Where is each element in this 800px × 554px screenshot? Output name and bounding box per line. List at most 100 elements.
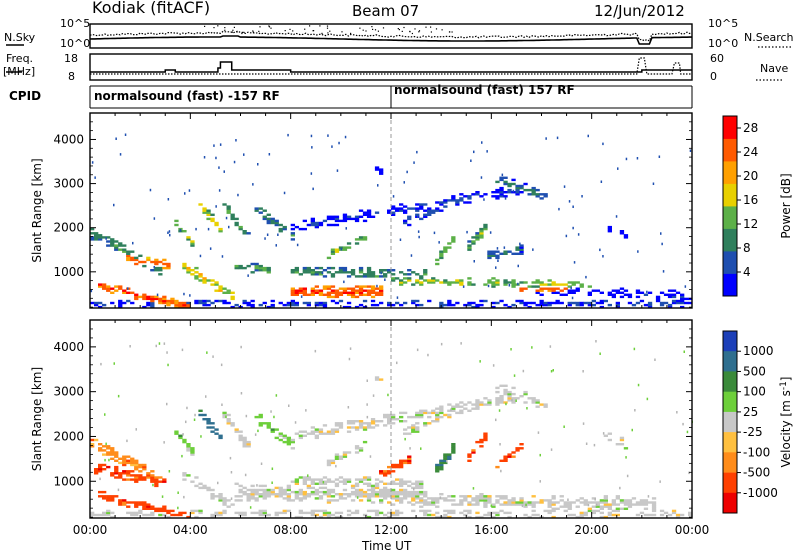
data-cell	[254, 497, 259, 500]
data-cell	[226, 209, 231, 212]
data-cell	[318, 486, 324, 490]
data-cell	[342, 289, 348, 292]
data-cell	[599, 291, 604, 294]
data-cell	[342, 451, 348, 454]
data-cell	[575, 303, 580, 307]
data-cell	[507, 182, 512, 186]
data-cell	[575, 281, 580, 284]
data-cell	[527, 188, 532, 192]
data-cell	[306, 301, 311, 305]
data-cell	[194, 509, 199, 513]
data-cell	[306, 303, 311, 307]
data-cell	[230, 217, 235, 221]
data-cell	[294, 497, 299, 500]
data-cell	[455, 405, 460, 408]
data-cell	[150, 269, 155, 272]
scatter-point	[215, 156, 217, 160]
scatter-point	[539, 453, 541, 457]
data-cell	[150, 305, 155, 309]
data-cell	[399, 484, 404, 488]
data-cell	[126, 252, 131, 255]
scatter-point	[406, 170, 408, 174]
data-cell	[467, 401, 472, 404]
data-cell	[318, 428, 324, 431]
data-cell	[322, 301, 328, 305]
cpid-segment-1: normalsound (fast) -157 RF	[94, 89, 280, 103]
data-cell	[647, 301, 653, 305]
data-cell	[314, 289, 319, 292]
data-cell	[306, 223, 311, 227]
data-cell	[595, 509, 600, 513]
data-cell	[471, 193, 476, 196]
data-cell	[130, 301, 135, 305]
data-cell	[118, 242, 123, 245]
data-cell	[455, 411, 460, 415]
data-cell	[531, 397, 536, 400]
data-cell	[334, 457, 340, 460]
data-cell	[154, 480, 159, 483]
data-cell	[427, 299, 432, 303]
data-cell	[491, 191, 496, 194]
data-cell	[294, 291, 299, 294]
data-cell	[366, 293, 372, 296]
data-cell	[467, 283, 472, 286]
data-cell	[302, 480, 307, 483]
data-cell	[126, 254, 131, 257]
data-cell	[214, 223, 219, 227]
data-cell	[342, 488, 348, 492]
data-cell	[358, 478, 364, 481]
data-cell	[122, 470, 127, 473]
data-cell	[459, 197, 464, 200]
data-cell	[318, 515, 324, 519]
data-cell	[607, 503, 612, 506]
data-cell	[447, 415, 452, 419]
data-cell	[298, 289, 303, 292]
data-cell	[539, 499, 544, 502]
data-cell	[118, 285, 123, 288]
data-cell	[242, 443, 247, 446]
data-cell	[383, 470, 388, 473]
data-cell	[214, 289, 219, 292]
scatter-point	[396, 296, 399, 299]
data-cell	[399, 499, 404, 502]
data-cell	[270, 217, 275, 221]
data-cell	[238, 511, 243, 515]
scatter-point	[366, 403, 368, 406]
data-cell	[495, 281, 500, 284]
data-cell	[142, 513, 147, 517]
nave-ytick-bottom: 0	[710, 70, 717, 83]
data-cell	[290, 293, 295, 296]
scatter-point	[626, 474, 629, 478]
scatter-point	[321, 271, 324, 275]
data-cell	[366, 478, 372, 481]
data-cell	[611, 501, 616, 504]
data-cell	[278, 488, 283, 492]
scatter-point	[473, 260, 475, 263]
data-cell	[495, 401, 500, 404]
noise-spike	[252, 30, 254, 32]
data-cell	[110, 511, 115, 515]
data-cell	[531, 505, 536, 508]
data-cell	[423, 509, 428, 513]
data-cell	[354, 295, 360, 299]
data-cell	[262, 217, 267, 221]
data-cell	[158, 260, 163, 264]
data-cell	[334, 215, 340, 218]
data-cell	[491, 281, 496, 284]
data-cell	[122, 478, 127, 481]
data-cell	[475, 499, 480, 502]
data-cell	[459, 411, 464, 415]
data-cell	[391, 465, 396, 469]
data-cell	[423, 493, 428, 496]
scatter-point	[195, 227, 197, 231]
data-cell	[346, 301, 352, 305]
data-cell	[643, 293, 649, 296]
data-cell	[262, 513, 267, 517]
data-cell	[134, 505, 139, 508]
data-cell	[511, 182, 516, 186]
scatter-point	[409, 447, 411, 450]
data-cell	[499, 384, 504, 387]
data-cell	[475, 193, 480, 196]
data-cell	[290, 289, 295, 292]
data-cell	[491, 250, 496, 253]
